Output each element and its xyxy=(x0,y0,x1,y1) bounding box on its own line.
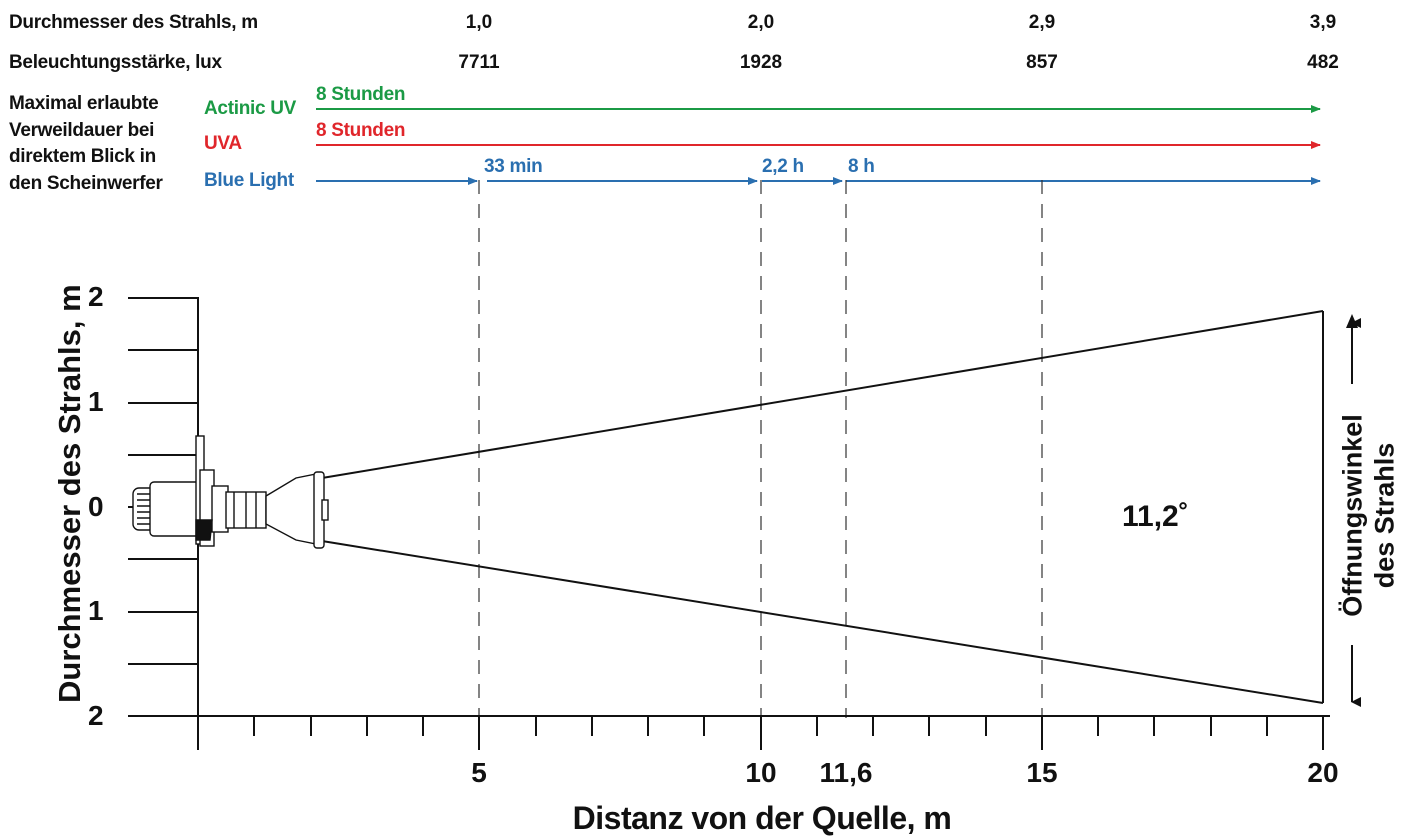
blue-duration-33min: 33 min xyxy=(484,156,543,177)
illuminance-value-20m: 482 xyxy=(1307,52,1339,73)
uva-duration: 8 Stunden xyxy=(316,120,406,141)
beam-angle-arrowhead-up xyxy=(1346,314,1358,328)
beam-cone xyxy=(321,310,1324,704)
illuminance-row-label: Beleuchtungsstärke, lux xyxy=(9,52,222,73)
actinic-uv-label: Actinic UV xyxy=(204,98,297,119)
y-axis-title: Durchmesser des Strahls, m xyxy=(52,284,87,703)
exposure-label: Maximal erlaubte Verweildauer bei direkt… xyxy=(9,91,163,197)
exposure-label-line: direktem Blick in xyxy=(9,146,156,167)
diameter-value-20m: 3,9 xyxy=(1309,12,1337,33)
exposure-label-line: Maximal erlaubte xyxy=(9,93,159,114)
illuminance-value-15m: 857 xyxy=(1026,52,1058,73)
diameter-value-5m: 1,0 xyxy=(465,12,493,33)
x-tick-marks xyxy=(197,716,1324,750)
blue-duration-2-2h: 2,2 h xyxy=(762,156,804,177)
y-tick-label: 2 xyxy=(88,700,104,731)
exposure-label-line: den Scheinwerfer xyxy=(9,172,163,194)
x-tick-label: 5 xyxy=(471,757,487,788)
dashed-markers xyxy=(478,180,1043,718)
x-tick-label: 10 xyxy=(745,757,777,788)
beam-angle-value: 11,2˚ xyxy=(1122,500,1189,533)
x-tick-label: 20 xyxy=(1307,757,1339,788)
x-tick-label: 15 xyxy=(1026,757,1058,788)
x-tick-label: 11,6 xyxy=(819,757,873,788)
y-tick-label: 1 xyxy=(88,386,104,417)
actinic-duration: 8 Stunden xyxy=(316,84,406,105)
illuminance-value-5m: 7711 xyxy=(458,52,500,73)
y-tick-marks xyxy=(128,297,198,665)
y-tick-label: 1 xyxy=(88,595,104,626)
blue-light-label: Blue Light xyxy=(204,170,294,191)
y-tick-label: 2 xyxy=(88,281,104,312)
luminaire-icon xyxy=(132,435,329,549)
uva-label: UVA xyxy=(204,133,242,154)
diameter-row-label: Durchmesser des Strahls, m xyxy=(9,12,258,33)
beam-angle-label-line-1: Öffnungswinkel xyxy=(1337,414,1368,617)
blue-duration-8h: 8 h xyxy=(848,156,875,177)
exposure-label-line: Verweildauer bei xyxy=(9,119,155,141)
y-tick-label: 0 xyxy=(88,491,104,522)
illuminance-value-10m: 1928 xyxy=(739,52,783,73)
diameter-value-10m: 2,0 xyxy=(747,12,775,33)
beam-angle-label-line-2: des Strahls xyxy=(1369,442,1400,589)
diameter-value-15m: 2,9 xyxy=(1028,12,1056,33)
x-axis-title: Distanz von der Quelle, m xyxy=(572,800,952,836)
